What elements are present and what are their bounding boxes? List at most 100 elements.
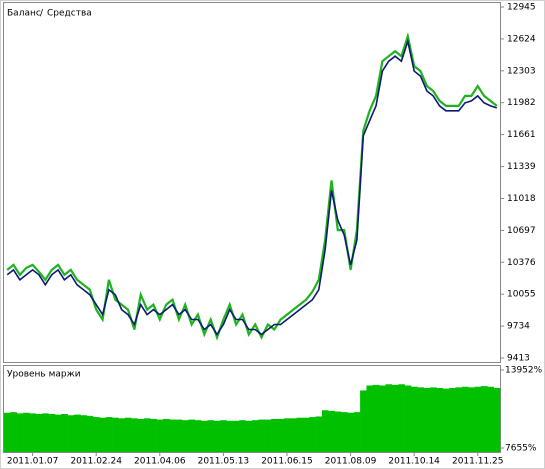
margin-bar bbox=[162, 418, 170, 452]
legend-separator: / bbox=[40, 9, 44, 19]
margin-bar bbox=[398, 384, 405, 452]
margin-bar bbox=[86, 415, 94, 452]
margin-bar bbox=[29, 413, 37, 452]
x-tick-label: 2011.04.06 bbox=[134, 457, 186, 467]
margin-bar bbox=[232, 420, 240, 452]
margin-bar bbox=[315, 416, 323, 452]
margin-bar bbox=[67, 415, 75, 452]
margin-bar bbox=[105, 417, 113, 452]
margin-bar bbox=[35, 413, 43, 452]
margin-bar bbox=[449, 387, 456, 452]
y-tick-label: 11339 bbox=[507, 162, 536, 172]
margin-bar bbox=[309, 417, 316, 452]
y-tick-label: 12945 bbox=[507, 3, 536, 13]
margin-bar bbox=[112, 417, 119, 452]
margin-bar bbox=[341, 412, 348, 452]
margin-bar bbox=[23, 412, 30, 452]
y-tick-label: 9734 bbox=[507, 322, 530, 332]
margin-bar bbox=[239, 420, 246, 452]
margin-bar bbox=[296, 417, 304, 452]
x-tick-label: 2011.11.25 bbox=[452, 457, 504, 467]
margin-bar bbox=[391, 384, 399, 452]
margin-bar bbox=[143, 418, 151, 452]
margin-bar bbox=[302, 417, 310, 452]
margin-bar bbox=[188, 419, 196, 452]
margin-bar bbox=[366, 385, 374, 452]
y-tick-label: 10697 bbox=[507, 226, 536, 236]
margin-bar bbox=[290, 418, 297, 452]
margin-frame bbox=[3, 365, 501, 453]
margin-bar bbox=[321, 410, 329, 452]
margin-bar bbox=[131, 418, 138, 452]
margin-bar bbox=[137, 418, 145, 452]
margin-bar bbox=[404, 385, 412, 452]
margin-bar bbox=[430, 387, 437, 452]
x-tick-label: 2011.05.13 bbox=[198, 457, 250, 467]
x-tick-label: 2011.08.09 bbox=[325, 457, 377, 467]
margin-bar bbox=[353, 412, 361, 452]
margin-bar bbox=[493, 387, 501, 452]
margin-bar bbox=[334, 411, 342, 452]
margin-bar bbox=[213, 420, 221, 452]
x-tick-label: 2011.10.14 bbox=[388, 457, 440, 467]
margin-bar bbox=[10, 412, 18, 452]
margin-bar bbox=[277, 418, 285, 452]
margin-bar bbox=[347, 412, 355, 452]
margin-bar bbox=[423, 387, 431, 452]
y-tick-label: 9413 bbox=[507, 354, 530, 364]
margin-bar bbox=[124, 417, 132, 452]
y-tick-label: 12624 bbox=[507, 34, 536, 44]
legend-equity: Средства bbox=[47, 9, 92, 19]
margin-bar bbox=[360, 390, 367, 452]
margin-bar bbox=[194, 420, 202, 452]
margin-bar bbox=[73, 414, 81, 452]
margin-bar bbox=[54, 414, 62, 452]
x-tick-label: 2011.06.15 bbox=[261, 457, 313, 467]
margin-bar bbox=[156, 419, 164, 452]
x-tick-label: 2011.01.07 bbox=[7, 457, 59, 467]
margin-bar bbox=[182, 420, 189, 452]
margin-bar bbox=[417, 387, 424, 452]
x-tick-label: 2011.02.24 bbox=[70, 457, 122, 467]
margin-bar bbox=[252, 420, 259, 452]
balance-line bbox=[6, 38, 498, 336]
main-frame bbox=[3, 2, 501, 363]
margin-bar bbox=[93, 417, 100, 452]
margin-bar bbox=[226, 420, 234, 452]
margin-bar bbox=[271, 418, 278, 452]
margin-bar bbox=[48, 413, 56, 452]
margin-bar bbox=[455, 387, 463, 452]
y-tick-label: 12303 bbox=[507, 66, 536, 76]
margin-bar bbox=[245, 420, 253, 452]
margin-bar bbox=[461, 386, 469, 452]
margin-bar bbox=[220, 420, 227, 452]
margin-bar bbox=[99, 417, 107, 452]
margin-bar bbox=[80, 415, 87, 452]
margin-bar bbox=[487, 386, 494, 452]
margin-bar bbox=[169, 419, 176, 452]
margin-title: Уровень маржи bbox=[7, 370, 81, 380]
margin-bar bbox=[42, 413, 49, 452]
margin-bar bbox=[258, 419, 266, 452]
y-tick-label: 13952% bbox=[505, 366, 543, 376]
y-tick-label: 11018 bbox=[507, 194, 536, 204]
margin-bar bbox=[385, 384, 393, 452]
y-tick-label: 11982 bbox=[507, 98, 536, 108]
margin-bar bbox=[410, 386, 418, 452]
margin-bar bbox=[175, 419, 183, 452]
margin-bar bbox=[61, 413, 68, 452]
margin-bar bbox=[480, 386, 488, 452]
margin-bar bbox=[150, 418, 157, 452]
legend-balance: Баланс bbox=[7, 9, 41, 19]
margin-bar bbox=[4, 412, 11, 452]
margin-bar bbox=[372, 384, 380, 452]
margin-bar bbox=[474, 386, 482, 452]
margin-bar bbox=[16, 413, 24, 452]
margin-bar bbox=[118, 418, 126, 452]
margin-bar bbox=[201, 420, 208, 452]
margin-bar bbox=[207, 420, 215, 452]
margin-bar bbox=[283, 418, 291, 452]
y-tick-label: 11661 bbox=[507, 130, 536, 140]
margin-bar bbox=[264, 419, 272, 452]
